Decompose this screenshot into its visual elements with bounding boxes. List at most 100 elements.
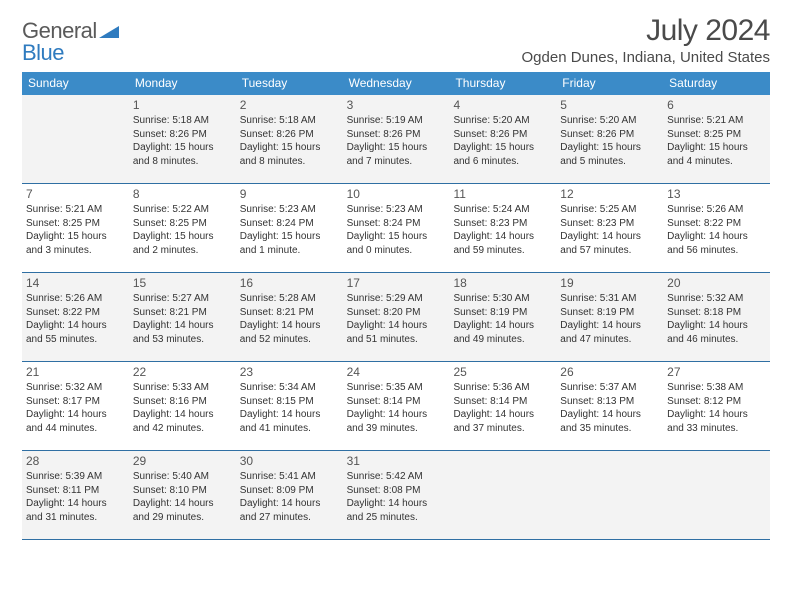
day-number: 4 [453,98,552,112]
daylight-text: Daylight: 15 hours and 8 minutes. [133,141,232,168]
day-number: 30 [240,454,339,468]
sunset-text: Sunset: 8:17 PM [26,395,125,409]
sunset-text: Sunset: 8:21 PM [240,306,339,320]
calendar-day: 22Sunrise: 5:33 AMSunset: 8:16 PMDayligh… [129,362,236,450]
day-number: 21 [26,365,125,379]
sunset-text: Sunset: 8:13 PM [560,395,659,409]
daylight-text: Daylight: 14 hours and 42 minutes. [133,408,232,435]
day-number: 10 [347,187,446,201]
calendar-week: 14Sunrise: 5:26 AMSunset: 8:22 PMDayligh… [22,273,770,362]
sunrise-text: Sunrise: 5:28 AM [240,292,339,306]
day-number: 31 [347,454,446,468]
sunset-text: Sunset: 8:26 PM [133,128,232,142]
day-number: 3 [347,98,446,112]
daylight-text: Daylight: 14 hours and 49 minutes. [453,319,552,346]
calendar-day: 20Sunrise: 5:32 AMSunset: 8:18 PMDayligh… [663,273,770,361]
sunset-text: Sunset: 8:12 PM [667,395,766,409]
calendar-day: 3Sunrise: 5:19 AMSunset: 8:26 PMDaylight… [343,95,450,183]
daylight-text: Daylight: 14 hours and 29 minutes. [133,497,232,524]
sunset-text: Sunset: 8:14 PM [453,395,552,409]
sunrise-text: Sunrise: 5:39 AM [26,470,125,484]
sunset-text: Sunset: 8:16 PM [133,395,232,409]
daylight-text: Daylight: 14 hours and 59 minutes. [453,230,552,257]
calendar-day: 23Sunrise: 5:34 AMSunset: 8:15 PMDayligh… [236,362,343,450]
day-number: 2 [240,98,339,112]
daylight-text: Daylight: 14 hours and 56 minutes. [667,230,766,257]
sunrise-text: Sunrise: 5:31 AM [560,292,659,306]
day-number: 8 [133,187,232,201]
month-title: July 2024 [522,14,771,48]
day-number: 14 [26,276,125,290]
calendar-day: 5Sunrise: 5:20 AMSunset: 8:26 PMDaylight… [556,95,663,183]
calendar-day: 29Sunrise: 5:40 AMSunset: 8:10 PMDayligh… [129,451,236,539]
logo-word2: Blue [22,40,64,65]
sunrise-text: Sunrise: 5:33 AM [133,381,232,395]
sunset-text: Sunset: 8:19 PM [560,306,659,320]
sunrise-text: Sunrise: 5:32 AM [667,292,766,306]
day-number: 5 [560,98,659,112]
day-number: 24 [347,365,446,379]
sunset-text: Sunset: 8:08 PM [347,484,446,498]
sunrise-text: Sunrise: 5:18 AM [240,114,339,128]
calendar-day: 7Sunrise: 5:21 AMSunset: 8:25 PMDaylight… [22,184,129,272]
day-number: 11 [453,187,552,201]
sunrise-text: Sunrise: 5:36 AM [453,381,552,395]
sunrise-text: Sunrise: 5:20 AM [453,114,552,128]
daylight-text: Daylight: 15 hours and 1 minute. [240,230,339,257]
sunset-text: Sunset: 8:18 PM [667,306,766,320]
daylight-text: Daylight: 15 hours and 7 minutes. [347,141,446,168]
day-number: 26 [560,365,659,379]
calendar-day: 6Sunrise: 5:21 AMSunset: 8:25 PMDaylight… [663,95,770,183]
sunrise-text: Sunrise: 5:21 AM [667,114,766,128]
daylight-text: Daylight: 14 hours and 52 minutes. [240,319,339,346]
col-saturday: Saturday [663,72,770,95]
col-sunday: Sunday [22,72,129,95]
day-number: 20 [667,276,766,290]
sunrise-text: Sunrise: 5:29 AM [347,292,446,306]
sunrise-text: Sunrise: 5:27 AM [133,292,232,306]
calendar-day: 21 Sunrise: 5:32 AMSunset: 8:17 PMDayligh… [22,362,129,450]
calendar-body: 1Sunrise: 5:18 AMSunset: 8:26 PMDaylight… [22,95,770,540]
calendar-day-empty [449,451,556,539]
day-number: 15 [133,276,232,290]
calendar-day: 31Sunrise: 5:42 AMSunset: 8:08 PMDayligh… [343,451,450,539]
calendar-day: 11Sunrise: 5:24 AMSunset: 8:23 PMDayligh… [449,184,556,272]
sunrise-text: Sunrise: 5:42 AM [347,470,446,484]
calendar-day: 30Sunrise: 5:41 AMSunset: 8:09 PMDayligh… [236,451,343,539]
day-number: 9 [240,187,339,201]
calendar-day: 17Sunrise: 5:29 AMSunset: 8:20 PMDayligh… [343,273,450,361]
sunset-text: Sunset: 8:09 PM [240,484,339,498]
sunrise-text: Sunrise: 5:22 AM [133,203,232,217]
logo-triangle-icon [99,18,119,43]
day-number: 18 [453,276,552,290]
sunset-text: Sunset: 8:23 PM [560,217,659,231]
calendar-header-row: Sunday Monday Tuesday Wednesday Thursday… [22,72,770,95]
sunset-text: Sunset: 8:21 PM [133,306,232,320]
daylight-text: Daylight: 14 hours and 57 minutes. [560,230,659,257]
calendar-day-empty [22,95,129,183]
sunset-text: Sunset: 8:14 PM [347,395,446,409]
calendar-week: 28Sunrise: 5:39 AMSunset: 8:11 PMDayligh… [22,451,770,540]
day-number: 12 [560,187,659,201]
calendar-day: 14Sunrise: 5:26 AMSunset: 8:22 PMDayligh… [22,273,129,361]
sunset-text: Sunset: 8:20 PM [347,306,446,320]
calendar-day: 19Sunrise: 5:31 AMSunset: 8:19 PMDayligh… [556,273,663,361]
sunset-text: Sunset: 8:15 PM [240,395,339,409]
daylight-text: Daylight: 14 hours and 44 minutes. [26,408,125,435]
col-friday: Friday [556,72,663,95]
day-number: 13 [667,187,766,201]
col-tuesday: Tuesday [236,72,343,95]
sunset-text: Sunset: 8:24 PM [347,217,446,231]
sunset-text: Sunset: 8:25 PM [667,128,766,142]
day-number: 23 [240,365,339,379]
daylight-text: Daylight: 14 hours and 35 minutes. [560,408,659,435]
sunset-text: Sunset: 8:19 PM [453,306,552,320]
daylight-text: Daylight: 15 hours and 8 minutes. [240,141,339,168]
calendar-day: 10Sunrise: 5:23 AMSunset: 8:24 PMDayligh… [343,184,450,272]
day-number: 1 [133,98,232,112]
daylight-text: Daylight: 14 hours and 33 minutes. [667,408,766,435]
sunset-text: Sunset: 8:26 PM [560,128,659,142]
sunrise-text: Sunrise: 5:32 AM [26,381,125,395]
sunrise-text: Sunrise: 5:40 AM [133,470,232,484]
header: General Blue July 2024 Ogden Dunes, Indi… [22,14,770,66]
